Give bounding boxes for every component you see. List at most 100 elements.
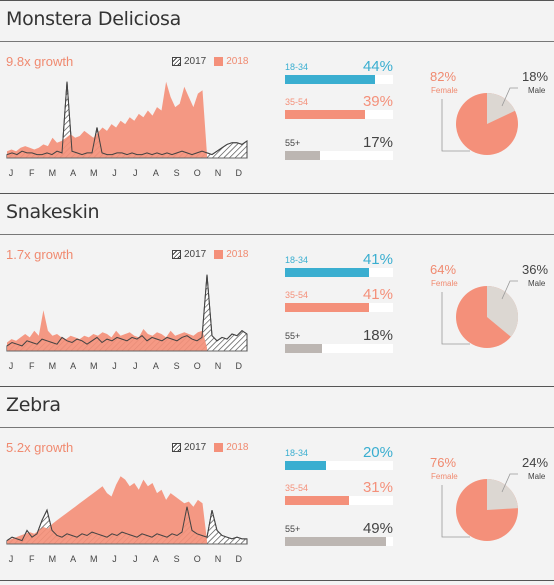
month-tick-label: J bbox=[112, 554, 117, 564]
age-bar-fill bbox=[285, 268, 369, 277]
age-bar-row: 35-54 41% bbox=[285, 286, 393, 314]
section-divider bbox=[0, 386, 554, 387]
area-chart bbox=[6, 274, 248, 352]
month-tick-label: M bbox=[90, 554, 98, 564]
age-bar-fill bbox=[285, 344, 322, 353]
area-chart bbox=[6, 81, 248, 159]
age-group-percent: 39% bbox=[362, 93, 393, 110]
growth-label: 9.8x growth bbox=[6, 54, 74, 69]
male-label: Male bbox=[528, 472, 546, 481]
growth-label: 5.2x growth bbox=[6, 440, 74, 455]
male-slice bbox=[487, 479, 518, 510]
series-2017-line bbox=[6, 506, 247, 542]
age-group-percent: 44% bbox=[362, 58, 393, 75]
legend-swatch-2018 bbox=[214, 250, 224, 259]
chart-section: Zebra 5.2x growth 2017 2018 J F M A M J J A S O N D 18-3… bbox=[0, 386, 554, 579]
month-tick-label: O bbox=[193, 168, 201, 178]
age-group-label: 35-54 bbox=[285, 97, 309, 107]
growth-label: 1.7x growth bbox=[6, 247, 74, 262]
legend-swatch-2017 bbox=[172, 250, 181, 259]
male-percent: 36% bbox=[522, 262, 549, 277]
male-percent: 18% bbox=[522, 69, 549, 84]
age-bar-fill bbox=[285, 537, 386, 546]
female-leader-line bbox=[441, 292, 470, 345]
month-tick-label: N bbox=[214, 168, 222, 178]
male-label: Male bbox=[528, 86, 546, 95]
legend-swatch-2018 bbox=[214, 57, 224, 66]
title-underline bbox=[0, 234, 554, 235]
age-bar-track bbox=[285, 268, 393, 277]
age-bar-fill bbox=[285, 75, 375, 84]
age-group-percent: 49% bbox=[362, 520, 393, 537]
month-tick-label: S bbox=[173, 361, 180, 371]
age-bar-row: 55+ 17% bbox=[285, 134, 393, 162]
age-bar-track bbox=[285, 537, 393, 546]
month-tick-label: M bbox=[48, 554, 57, 564]
month-tick-label: N bbox=[214, 361, 222, 371]
legend-label-2017: 2017 bbox=[184, 249, 207, 260]
gender-pie bbox=[441, 280, 519, 348]
month-tick-label: M bbox=[48, 361, 57, 371]
gender-pie bbox=[441, 87, 518, 155]
month-tick-label: J bbox=[132, 361, 138, 371]
chart-title: Zebra bbox=[6, 394, 61, 416]
age-bar-row: 18-34 44% bbox=[285, 58, 393, 86]
bottom-divider bbox=[0, 580, 554, 581]
female-percent: 76% bbox=[430, 455, 457, 470]
male-leader-line bbox=[501, 280, 518, 300]
age-group-label: 18-34 bbox=[285, 255, 309, 265]
male-label: Male bbox=[528, 279, 546, 288]
female-leader-line bbox=[441, 99, 470, 152]
month-tick-label: J bbox=[112, 361, 117, 371]
male-leader-line bbox=[501, 473, 518, 493]
month-tick-label: S bbox=[173, 554, 180, 564]
title-underline bbox=[0, 41, 554, 42]
legend-label-2018: 2018 bbox=[226, 56, 249, 67]
female-leader-line bbox=[441, 485, 470, 538]
age-group-percent: 17% bbox=[362, 134, 393, 151]
month-tick-label: M bbox=[90, 361, 98, 371]
chart-section: Snakeskin 1.7x growth 2017 2018 J F M A M J J A S O N D… bbox=[0, 193, 554, 386]
age-bar-row: 55+ 49% bbox=[285, 520, 393, 548]
age-bar-track bbox=[285, 75, 393, 84]
month-tick-label: O bbox=[193, 361, 201, 371]
month-tick-label: J bbox=[132, 554, 138, 564]
female-label: Female bbox=[431, 86, 458, 95]
series-2017-line bbox=[6, 274, 248, 347]
month-tick-label: F bbox=[28, 361, 35, 371]
female-label: Female bbox=[431, 472, 458, 481]
age-bar-fill bbox=[285, 110, 365, 119]
legend-label-2017: 2017 bbox=[184, 442, 207, 453]
age-bar-track bbox=[285, 303, 393, 312]
age-bar-track bbox=[285, 461, 393, 470]
month-tick-label: D bbox=[235, 361, 242, 371]
series-2018-area bbox=[7, 81, 207, 158]
series-2017-line bbox=[6, 81, 248, 156]
age-bar-track bbox=[285, 344, 393, 353]
age-bar-row: 35-54 31% bbox=[285, 479, 393, 507]
month-tick-label: D bbox=[235, 168, 242, 178]
age-bar-row: 18-34 41% bbox=[285, 251, 393, 279]
month-tick-label: A bbox=[70, 554, 77, 564]
legend-label-2018: 2018 bbox=[226, 249, 249, 260]
age-group-label: 18-34 bbox=[285, 62, 309, 72]
male-slice bbox=[487, 93, 515, 124]
age-bar-row: 18-34 20% bbox=[285, 444, 393, 472]
age-bar-fill bbox=[285, 151, 320, 160]
age-bar-fill bbox=[285, 461, 326, 470]
age-bar-fill bbox=[285, 303, 369, 312]
series-2018-area bbox=[7, 310, 207, 351]
month-tick-label: D bbox=[235, 554, 242, 564]
chart-title: Snakeskin bbox=[6, 201, 100, 223]
month-tick-label: A bbox=[70, 168, 77, 178]
age-bar-row: 55+ 18% bbox=[285, 327, 393, 355]
legend-label-2017: 2017 bbox=[184, 56, 207, 67]
chart-title: Monstera Deliciosa bbox=[6, 8, 181, 30]
month-tick-label: A bbox=[152, 554, 159, 564]
series-legend: 2017 2018 bbox=[172, 249, 249, 260]
age-group-percent: 18% bbox=[362, 327, 393, 344]
series-legend: 2017 2018 bbox=[172, 56, 249, 67]
month-tick-label: J bbox=[8, 554, 14, 564]
